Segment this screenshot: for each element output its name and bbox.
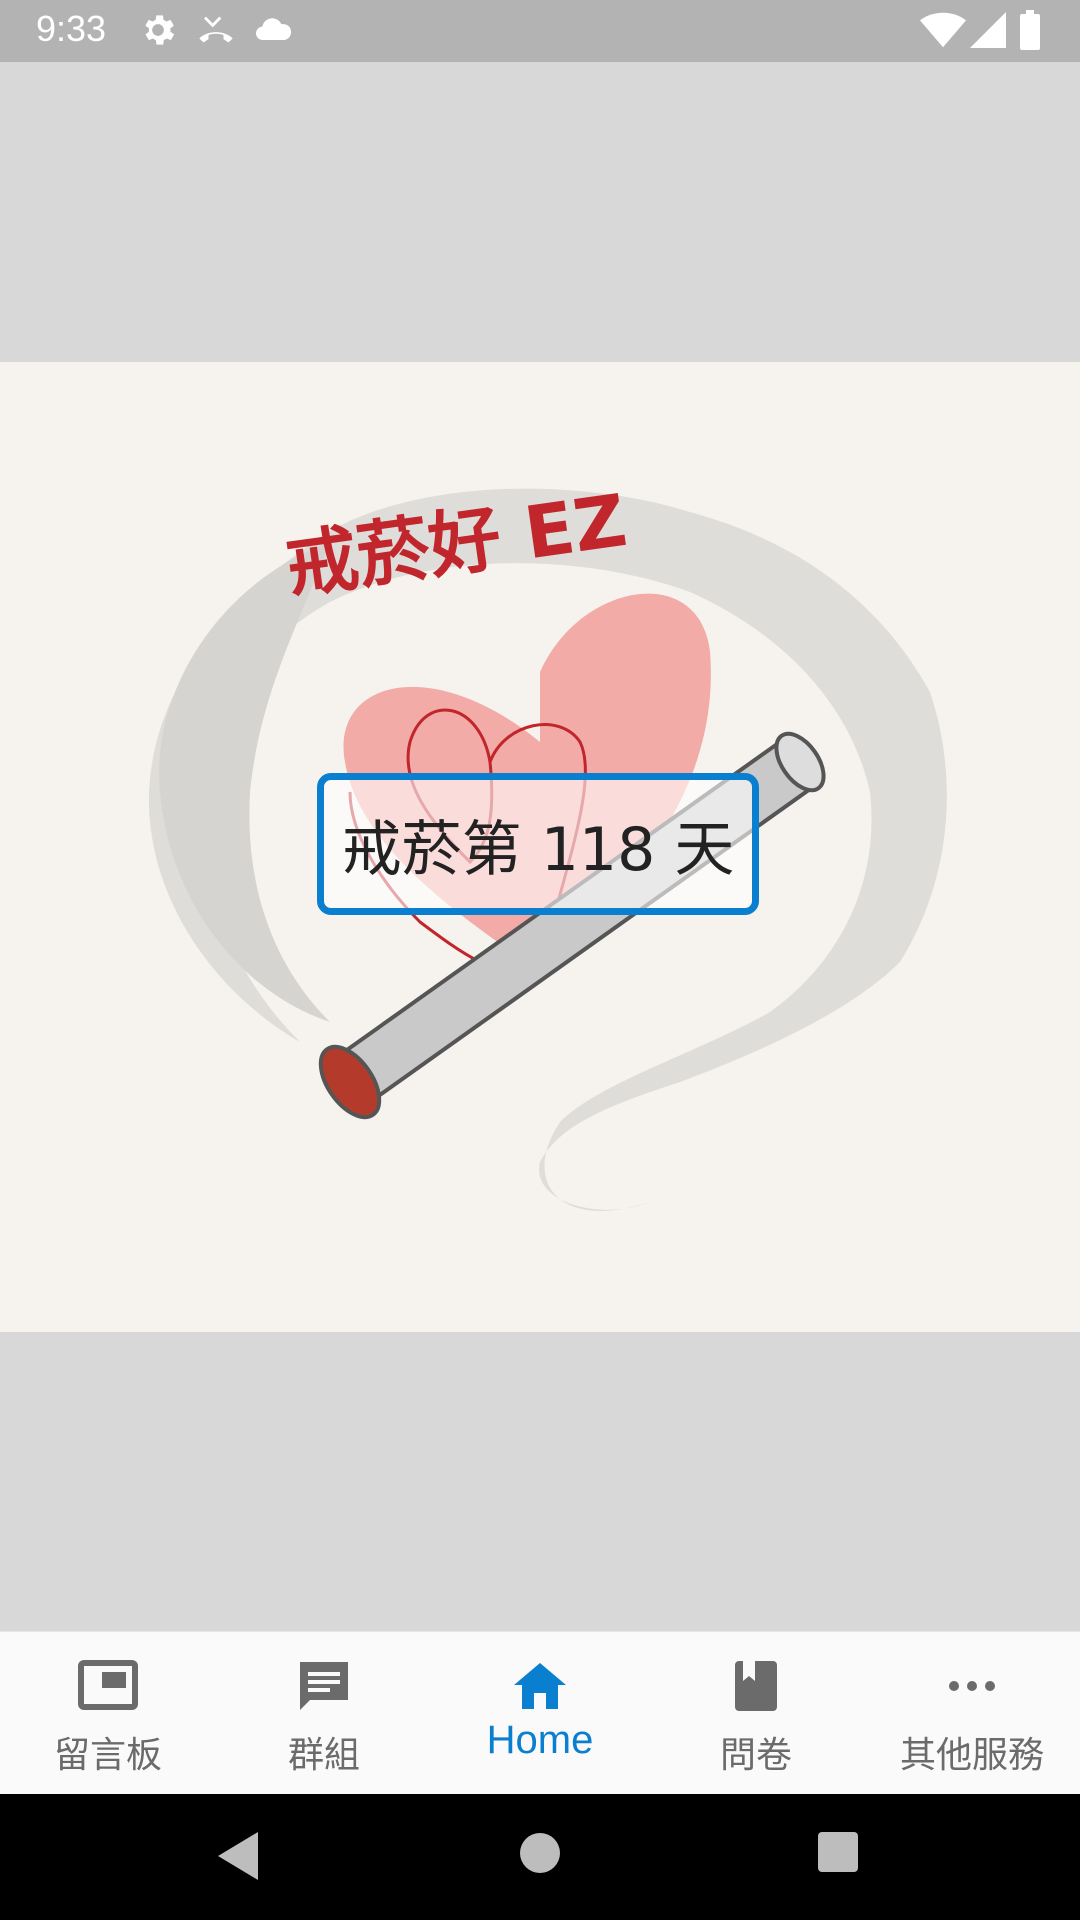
smoke-ring-illustration [148, 488, 947, 1211]
more-dots-icon [940, 1654, 1004, 1718]
cloud-icon [255, 18, 292, 41]
nav-label-message-board: 留言板 [53, 1735, 162, 1776]
nav-item-message-board[interactable]: 留言板 [0, 1632, 216, 1795]
nav-item-other-services[interactable]: 其他服務 [864, 1632, 1080, 1795]
nav-item-home[interactable]: Home [432, 1632, 648, 1795]
counter-text: 戒菸第 118 天 [341, 814, 735, 885]
settings-icon [145, 15, 175, 45]
home-icon [508, 1654, 572, 1718]
nav-label-questionnaire: 問卷 [719, 1735, 792, 1776]
nav-label-group: 群組 [287, 1735, 360, 1776]
bottom-navigation: 留言板 群組 Home 問卷 [0, 1631, 1080, 1795]
quit-day-counter: 戒菸第 118 天 [317, 773, 759, 915]
status-time: 9:33 [36, 8, 107, 49]
nav-label-home: Home [486, 1718, 594, 1762]
nav-label-other-services: 其他服務 [899, 1735, 1044, 1776]
chat-group-icon [292, 1654, 356, 1718]
nav-item-group[interactable]: 群組 [216, 1632, 432, 1795]
wifi-icon [920, 12, 966, 48]
missed-call-icon [199, 16, 233, 43]
home-circle-icon[interactable] [519, 1832, 561, 1874]
system-navigation-bar [0, 1794, 1080, 1920]
questionnaire-book-icon [724, 1654, 788, 1718]
recents-square-icon[interactable] [818, 1832, 858, 1872]
back-icon[interactable] [218, 1832, 258, 1880]
nav-item-questionnaire[interactable]: 問卷 [648, 1632, 864, 1795]
signal-icon [970, 12, 1006, 48]
message-board-icon [76, 1654, 140, 1718]
battery-icon [1020, 10, 1040, 50]
status-bar: 9:33 [0, 0, 1080, 62]
